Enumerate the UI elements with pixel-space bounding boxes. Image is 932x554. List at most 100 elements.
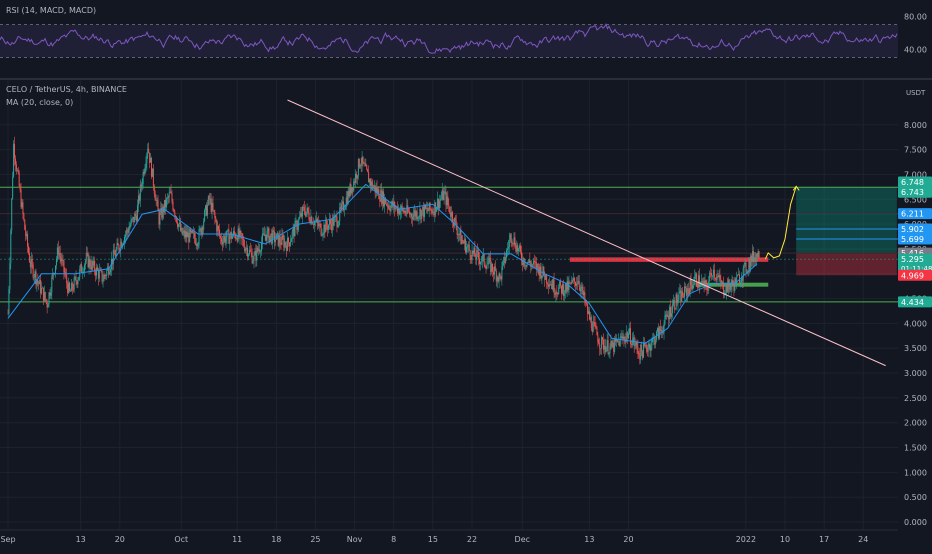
candle-body — [23, 213, 25, 220]
candle-body — [414, 210, 416, 217]
candle-body — [219, 235, 221, 239]
candle-body — [16, 170, 18, 172]
pane-separator[interactable] — [0, 78, 932, 80]
candle-body — [204, 210, 206, 222]
y-tick-label: 0.500 — [904, 493, 927, 502]
candle-body — [533, 260, 535, 265]
candle-body — [430, 209, 432, 211]
candle-body — [170, 191, 172, 194]
candle-body — [561, 285, 563, 294]
candle-body — [570, 282, 572, 284]
candle-body — [509, 234, 511, 240]
x-tick-label: 8 — [391, 535, 396, 544]
candle-body — [719, 275, 721, 280]
rsi-pane[interactable]: 80.00 40.00 RSI (14, MACD, MACD) — [0, 0, 932, 78]
candle-body — [397, 206, 399, 214]
candle-body — [520, 251, 522, 261]
candle-body — [402, 208, 404, 213]
candle-body — [675, 294, 677, 309]
candle-body — [118, 245, 120, 250]
candle-body — [137, 195, 139, 206]
candle-body — [423, 206, 425, 217]
moving-average-line — [7, 183, 758, 344]
candle-body — [356, 173, 358, 179]
candle-body — [743, 264, 745, 269]
candle-body — [528, 259, 530, 263]
candle-body — [718, 275, 720, 278]
candle-body — [45, 299, 47, 302]
candle-body — [592, 322, 594, 333]
y-tick-label: 7.000 — [904, 170, 927, 179]
candle-body — [38, 282, 40, 285]
candle-body — [178, 222, 180, 225]
candle-body — [574, 281, 576, 286]
candle-body — [716, 276, 718, 280]
rsi-legend[interactable]: RSI (14, MACD, MACD) — [6, 6, 97, 15]
candle-body — [215, 218, 217, 222]
candle-body — [579, 286, 581, 292]
candle-body — [588, 311, 590, 314]
candle-body — [590, 317, 592, 329]
candle-body — [657, 328, 659, 332]
candle-body — [193, 232, 195, 239]
x-tick-label: Dec — [515, 535, 530, 544]
candle-body — [690, 279, 692, 285]
candle-body — [197, 244, 199, 247]
rsi-tick-label: 40.00 — [904, 45, 927, 54]
x-tick-label: 22 — [467, 535, 477, 544]
candle-body — [127, 231, 129, 233]
candle-body — [203, 221, 205, 230]
candle-body — [350, 184, 352, 194]
candle-body — [451, 211, 453, 217]
candle-body — [673, 299, 675, 309]
candle-body — [440, 197, 442, 200]
ma-legend[interactable]: MA (20, close, 0) — [6, 98, 74, 107]
candle-body — [324, 224, 326, 233]
candle-body — [317, 222, 319, 227]
candle-body — [287, 237, 289, 243]
candle-body — [408, 211, 410, 213]
candle-body — [516, 245, 518, 252]
x-tick-label: 13 — [76, 535, 86, 544]
candle-body — [284, 242, 286, 248]
candle-body — [437, 198, 439, 208]
candle-body — [735, 278, 737, 286]
candle-body — [322, 233, 324, 236]
price-pane[interactable]: 8.0007.5007.0006.5006.0005.5005.0004.500… — [0, 80, 932, 550]
candle-body — [280, 242, 282, 245]
candle-body — [747, 270, 749, 273]
candle-body — [601, 337, 603, 349]
candle-body — [629, 328, 631, 334]
candle-body — [580, 288, 582, 292]
candle-body — [148, 148, 150, 153]
candle-body — [645, 344, 647, 349]
symbol-legend[interactable]: CELO / TetherUS, 4h, BINANCE — [6, 85, 127, 94]
candle-body — [672, 299, 674, 305]
candle-body — [492, 263, 494, 272]
candle-body — [658, 326, 660, 339]
x-tick-label: 20 — [623, 535, 633, 544]
candle-body — [55, 258, 57, 266]
x-tick-label: 17 — [819, 535, 829, 544]
candle-body — [249, 249, 251, 252]
candle-body — [97, 270, 99, 279]
candle-body — [242, 238, 244, 240]
candle-body — [179, 222, 181, 231]
candle-body — [631, 340, 633, 346]
candle-body — [25, 229, 27, 237]
candle-body — [529, 259, 531, 264]
candle-body — [125, 229, 127, 235]
candle-body — [151, 168, 153, 177]
candle-body — [515, 246, 517, 252]
candle-body — [650, 346, 652, 351]
candle-body — [29, 261, 31, 268]
candle-body — [457, 234, 459, 235]
candle-body — [564, 283, 566, 293]
candle-body — [28, 246, 30, 254]
candle-body — [228, 229, 230, 244]
candle-body — [93, 260, 95, 266]
candle-body — [107, 266, 109, 270]
candle-body — [131, 219, 133, 220]
candle-body — [555, 292, 557, 295]
candle-body — [359, 164, 361, 168]
